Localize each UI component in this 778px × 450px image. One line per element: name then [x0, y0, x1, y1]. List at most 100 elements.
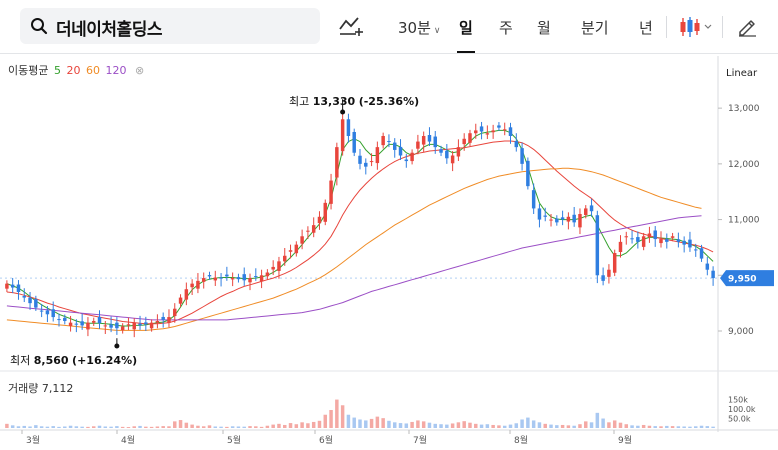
volume-bar	[254, 426, 258, 428]
volume-bar	[410, 421, 414, 428]
month-label: 9월	[618, 434, 632, 446]
interval-quarter-tab[interactable]: 분기	[581, 19, 609, 37]
volume-bar	[607, 422, 611, 428]
volume-bar	[91, 426, 96, 428]
candle	[74, 319, 79, 333]
candle-body	[612, 253, 617, 273]
volume-bar	[5, 423, 9, 428]
volume-bar	[462, 421, 466, 428]
volume-bar	[242, 426, 246, 428]
candle	[462, 133, 466, 151]
volume-bar	[51, 426, 55, 428]
candle	[352, 128, 356, 157]
month-label: 7월	[413, 434, 427, 446]
candle-body	[161, 316, 165, 320]
candle	[57, 313, 61, 327]
candle	[456, 139, 461, 161]
candle-body	[705, 263, 710, 270]
candle-body	[5, 283, 9, 289]
candle	[230, 272, 235, 287]
candle-body	[462, 138, 466, 145]
candle	[445, 144, 449, 164]
search-query[interactable]: 더네이처홀딩스	[56, 20, 162, 40]
interval-year-tab[interactable]: 년	[639, 19, 653, 37]
volume-title: 거래량	[8, 382, 39, 395]
candle	[595, 210, 600, 284]
candle-body	[514, 141, 519, 148]
candle-body	[584, 208, 588, 216]
candle-body	[138, 323, 142, 326]
volume-bar	[416, 420, 420, 428]
candle-body	[474, 130, 478, 134]
volume-bar	[167, 426, 171, 428]
volume-bar	[22, 425, 26, 428]
interval-30min-dropdown[interactable]: 30분 ∨	[398, 17, 440, 38]
candle	[479, 121, 484, 140]
volume-bar	[589, 422, 594, 428]
interval-day-tab[interactable]: 일	[457, 19, 475, 53]
scale-mode-toggle[interactable]: Linear	[726, 68, 758, 79]
volume-bar	[259, 426, 264, 428]
candle	[636, 231, 640, 249]
volume-bar	[699, 425, 704, 428]
candle	[647, 226, 652, 243]
volume-legend: 거래량 7,112	[8, 380, 73, 396]
candle	[508, 122, 513, 144]
volume-bar	[369, 418, 374, 428]
candle	[427, 127, 432, 147]
candle-body	[491, 130, 495, 133]
volume-bar	[387, 420, 391, 428]
candle-body	[502, 129, 507, 131]
chevron-down-icon: ∨	[433, 26, 441, 36]
candle	[271, 260, 275, 276]
candle-body	[236, 277, 241, 280]
candle-body	[653, 230, 657, 240]
candle-body	[682, 240, 686, 245]
ma-120-line	[6, 215, 702, 321]
candle	[555, 215, 559, 226]
candle-body	[311, 225, 316, 233]
candle-body	[647, 233, 652, 238]
candle	[520, 142, 524, 171]
candle	[277, 256, 281, 279]
volume-bar	[398, 423, 403, 428]
stock-search-box[interactable]: 더네이처홀딩스	[20, 8, 320, 44]
candle	[531, 183, 536, 214]
volume-bars	[5, 399, 715, 428]
pencil-draw-icon[interactable]	[736, 15, 758, 37]
candle-body	[149, 322, 154, 329]
volume-bar	[184, 422, 189, 428]
volume-bar	[445, 424, 449, 428]
close-icon[interactable]: ⊗	[134, 64, 145, 77]
candle-body	[80, 321, 84, 326]
volume-bar	[456, 422, 461, 428]
moving-average-legend[interactable]: 이동평균 5 20 60 120 ⊗	[8, 62, 146, 78]
low-value: 8,560	[33, 354, 69, 367]
volume-bar	[190, 424, 194, 428]
candle	[311, 217, 316, 238]
candle	[572, 206, 576, 227]
volume-bar	[601, 418, 605, 428]
chart-type-candle-icon[interactable]	[678, 15, 714, 39]
candle-body	[630, 238, 634, 240]
candle	[398, 139, 403, 160]
volume-bar	[404, 423, 409, 428]
candle-body	[526, 160, 530, 187]
indicator-add-icon[interactable]	[338, 15, 364, 37]
candle	[254, 268, 258, 281]
candle	[421, 131, 426, 153]
volume-bar	[16, 426, 21, 428]
candle-body	[45, 310, 50, 315]
volume-bar	[439, 424, 443, 428]
interval-month-tab[interactable]: 월	[537, 19, 551, 37]
candle-body	[392, 142, 397, 150]
candle	[51, 301, 55, 322]
candle-body	[201, 278, 206, 282]
interval-week-tab[interactable]: 주	[499, 19, 513, 37]
candle-body	[358, 155, 362, 164]
month-label: 5월	[227, 434, 241, 446]
candle-body	[265, 272, 270, 277]
candle	[22, 288, 26, 303]
volume-bar	[514, 423, 519, 428]
